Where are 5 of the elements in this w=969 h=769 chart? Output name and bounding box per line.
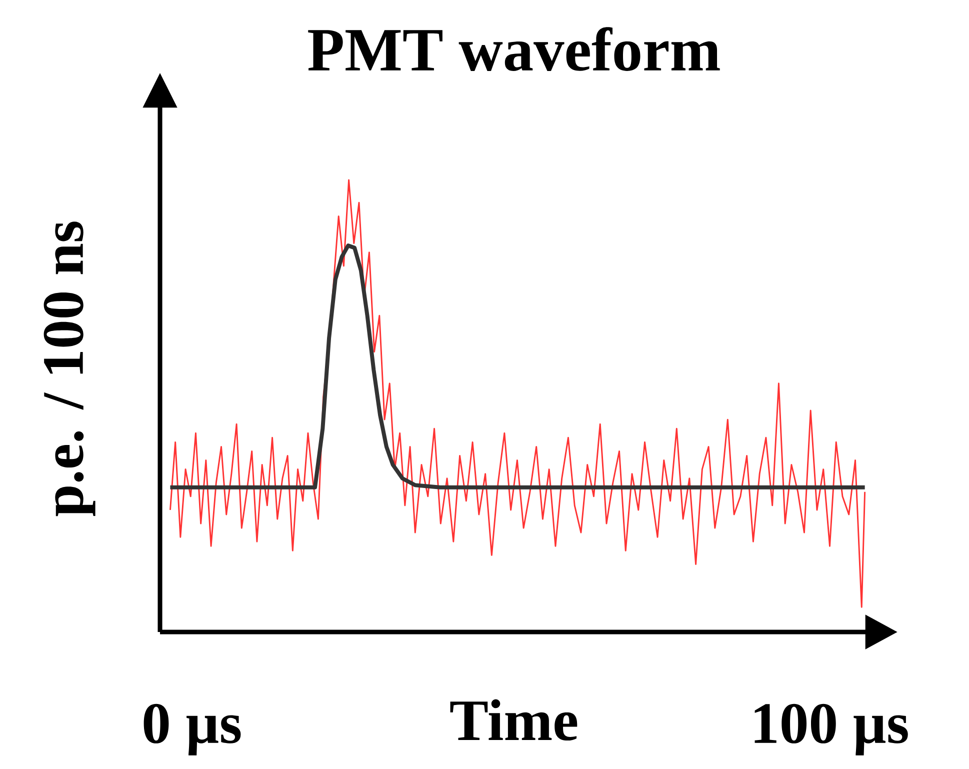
chart-title: PMT waveform bbox=[308, 27, 720, 71]
y-axis-title: p.e. / 100 ns bbox=[44, 222, 96, 516]
x-tick-label: 100 µs bbox=[754, 704, 908, 756]
x-tick-label: 0 µs bbox=[144, 704, 241, 756]
x-axis-title: Time bbox=[450, 699, 578, 741]
